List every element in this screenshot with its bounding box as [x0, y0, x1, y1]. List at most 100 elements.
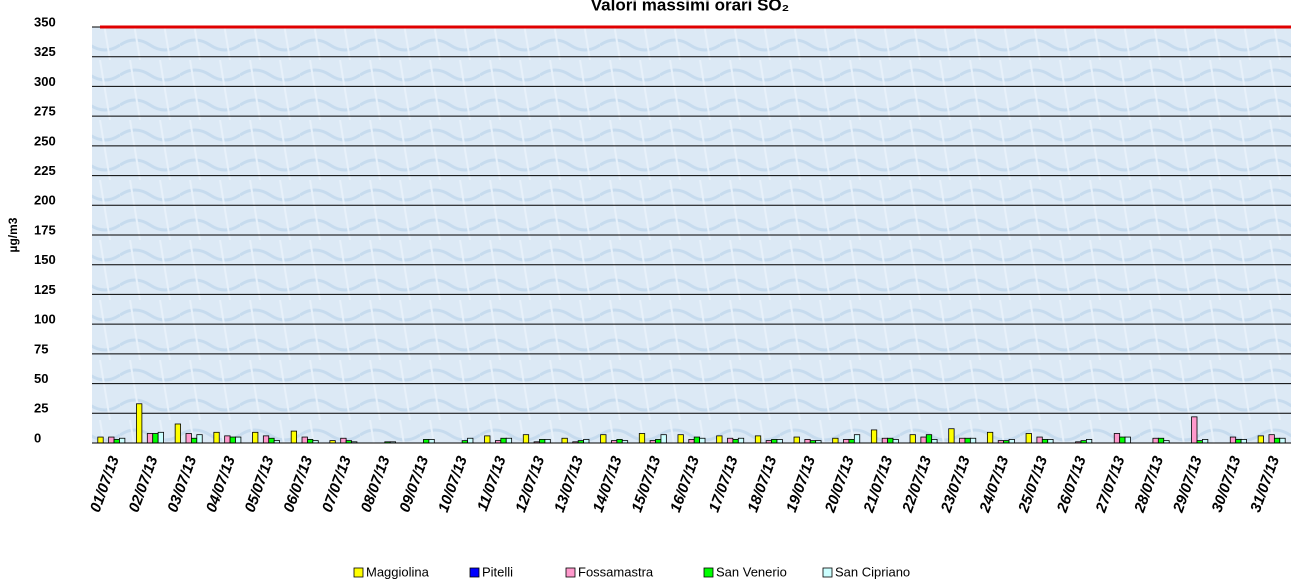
x-tick-label: 11/07/13	[474, 453, 510, 513]
bar	[290, 430, 298, 444]
bar	[793, 436, 800, 444]
bar	[196, 434, 203, 444]
x-tick-label: 28/07/13	[1131, 453, 1168, 515]
bar	[1041, 439, 1049, 444]
x-tick-label: 06/07/13	[280, 453, 316, 514]
bar	[252, 431, 259, 444]
legend-label: San Venerio	[716, 564, 787, 579]
bar	[1257, 435, 1264, 444]
bar	[583, 439, 590, 444]
bar	[174, 423, 181, 444]
x-tick-label: 01/07/13	[87, 453, 123, 514]
bar	[600, 434, 607, 444]
bar	[1025, 433, 1032, 444]
bar	[655, 439, 662, 444]
bar	[224, 435, 231, 444]
x-tick-label: 17/07/13	[706, 453, 742, 514]
bar	[986, 431, 994, 444]
y-tick-label: 250	[34, 133, 56, 148]
y-tick-label: 275	[34, 104, 56, 119]
x-tick-label: 23/07/13	[937, 453, 974, 515]
bar	[1202, 439, 1209, 444]
y-tick-label: 75	[34, 341, 48, 356]
bar	[119, 437, 126, 444]
bar	[1113, 433, 1121, 444]
bar	[262, 435, 270, 444]
y-tick-label: 350	[34, 14, 56, 29]
y-tick-label: 200	[34, 193, 56, 208]
legend-swatch	[469, 567, 480, 578]
bar	[108, 436, 115, 444]
bar	[136, 403, 143, 444]
legend-swatch	[353, 567, 364, 578]
legend-label: Maggiolina	[366, 564, 430, 579]
bar	[113, 439, 120, 444]
x-tick-label: 09/07/13	[396, 453, 432, 514]
bar	[881, 437, 888, 444]
bar	[340, 437, 347, 444]
x-tick-label: 29/07/13	[1170, 453, 1207, 515]
bar	[699, 437, 706, 444]
bar	[157, 431, 164, 444]
bar	[925, 434, 933, 444]
bar	[771, 439, 778, 444]
y-tick-label: 225	[34, 163, 56, 178]
bar	[97, 436, 104, 444]
bar	[185, 433, 192, 444]
bar	[677, 434, 684, 444]
bar	[804, 439, 811, 444]
y-tick-label: 150	[34, 252, 56, 267]
bar	[948, 428, 955, 444]
x-tick-label: 02/07/13	[126, 453, 162, 514]
bar	[737, 437, 745, 444]
bar	[191, 437, 198, 444]
bar	[1279, 437, 1286, 444]
bar	[268, 437, 275, 444]
bar	[716, 435, 723, 444]
legend-label: San Cipriano	[835, 564, 910, 579]
bar	[887, 437, 894, 444]
bar	[892, 439, 899, 444]
chart-title: Valori massimi orari SO₂	[591, 0, 789, 14]
bar	[776, 439, 783, 444]
bar	[848, 439, 855, 444]
bar	[152, 433, 159, 444]
bar	[660, 434, 667, 444]
bar	[1273, 437, 1281, 444]
bar	[1157, 437, 1165, 444]
bar	[969, 437, 977, 444]
bar	[1229, 436, 1237, 444]
bar	[1085, 439, 1093, 444]
x-tick-label: 16/07/13	[667, 453, 703, 514]
x-tick-label: 20/07/13	[821, 453, 858, 515]
bar	[1235, 439, 1242, 444]
bar	[1008, 439, 1015, 444]
bar	[428, 439, 435, 444]
bar	[561, 437, 568, 444]
x-tick-label: 22/07/13	[899, 453, 936, 515]
legend-label: Pitelli	[482, 564, 513, 579]
bar	[732, 439, 739, 444]
bar	[1191, 416, 1198, 444]
x-tick-label: 03/07/13	[164, 453, 200, 514]
bar	[235, 436, 242, 444]
x-tick-label: 07/07/13	[319, 453, 355, 514]
bar	[754, 435, 762, 444]
legend-swatch	[822, 567, 833, 578]
y-tick-label: 25	[34, 401, 48, 416]
x-tick-label: 10/07/13	[435, 453, 471, 514]
y-tick-label: 325	[34, 44, 56, 59]
bar	[853, 434, 861, 444]
x-tick-label: 31/07/13	[1247, 453, 1283, 514]
y-tick-label: 125	[34, 282, 56, 297]
x-tick-label: 04/07/13	[203, 453, 239, 514]
bar	[1036, 436, 1043, 444]
x-tick-label: 25/07/13	[1015, 453, 1052, 515]
y-tick-label: 0	[34, 430, 41, 445]
y-tick-label: 175	[34, 222, 56, 237]
bar	[1240, 439, 1247, 444]
bar	[467, 437, 474, 444]
x-tick-label: 19/07/13	[783, 453, 819, 514]
bar	[1268, 434, 1275, 444]
